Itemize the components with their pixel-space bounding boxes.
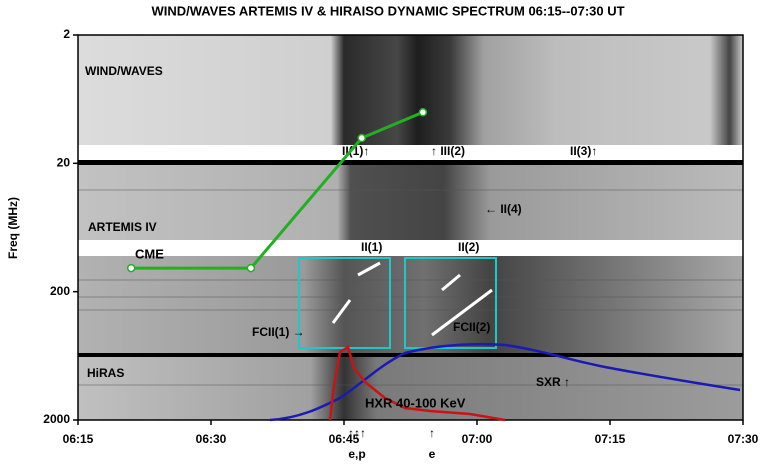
x-tick-label: 07:00 xyxy=(462,432,493,446)
annotation: FCII(2) xyxy=(453,320,490,334)
hxr-curve xyxy=(328,345,506,422)
x-tick-label: 06:30 xyxy=(196,432,227,446)
point xyxy=(246,263,256,273)
y-tick-label: 200 xyxy=(50,284,70,298)
annotation: II(3)↑ xyxy=(570,144,597,158)
chart-title: WIND/WAVES ARTEMIS IV & HIRAISO DYNAMIC … xyxy=(151,3,624,18)
point xyxy=(418,108,428,117)
annotation: ← II(4) xyxy=(485,202,522,216)
line xyxy=(131,110,424,270)
annotation: e,p xyxy=(348,447,365,461)
annotation: ↑ III(2) xyxy=(431,144,465,158)
sxr-curve xyxy=(269,342,741,422)
annotation: HXR 40-100 KeV xyxy=(365,395,466,410)
x-tick-label: 07:15 xyxy=(595,432,626,446)
x-tick-label: 06:15 xyxy=(63,432,94,446)
annotation: e xyxy=(429,447,436,461)
annotation: SXR ↑ xyxy=(536,375,570,389)
panel-label: HiRAS xyxy=(87,366,124,380)
annotation: FCII(1) → xyxy=(252,325,305,339)
annotation: II(1) xyxy=(361,240,382,254)
y-tick-label: 20 xyxy=(57,156,71,170)
y-tick-label: 2000 xyxy=(43,412,70,426)
x-tick-label: 07:30 xyxy=(728,432,759,446)
series-label: CME xyxy=(135,246,164,261)
annotation: ↑↑↑ xyxy=(348,426,366,440)
point xyxy=(357,133,366,143)
panel-label: WIND/WAVES xyxy=(85,64,163,78)
point xyxy=(126,263,136,273)
spectrogram xyxy=(77,34,744,421)
y-tick-label: 2 xyxy=(63,27,70,41)
y-axis-label: Freq (MHz) xyxy=(6,197,20,259)
x-tick-label: 06:45 xyxy=(329,432,360,446)
panel-label: ARTEMIS IV xyxy=(88,220,157,234)
annotation: II(2) xyxy=(458,240,479,254)
annotation: ↑ xyxy=(429,426,435,440)
burst-boxes xyxy=(298,257,497,349)
